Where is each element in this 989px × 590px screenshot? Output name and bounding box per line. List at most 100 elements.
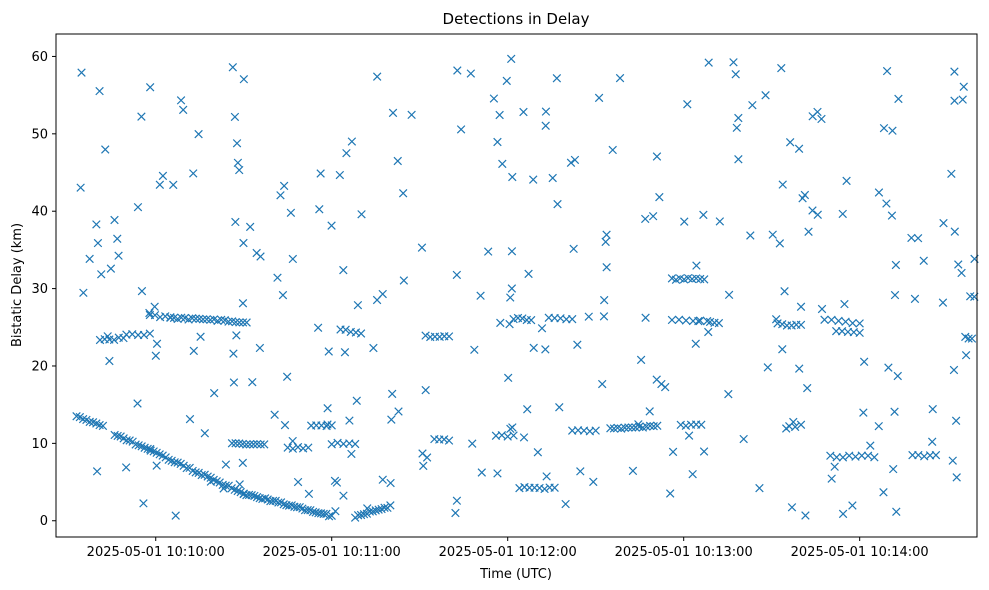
data-point [555,403,564,412]
data-point [276,191,285,200]
data-point [114,251,123,260]
data-point [827,315,836,325]
data-point [608,145,617,155]
plot-frame [55,33,978,538]
data-point [668,447,678,457]
data-point [319,509,328,519]
data-point [507,247,517,256]
data-point [507,284,517,293]
data-point [324,512,334,521]
data-point [794,144,804,153]
data-point [105,356,114,366]
data-point [372,72,382,81]
data-point [964,334,973,343]
data-point [280,420,290,430]
data-point [121,463,131,472]
data-point [393,156,402,166]
data-point [848,318,857,328]
data-point [353,300,363,310]
data-point [652,375,661,384]
data-point [347,137,357,146]
data-point [524,269,533,279]
data-point [599,295,609,305]
data-point [137,286,147,296]
data-point [648,211,658,221]
data-point [641,214,650,224]
data-point [888,464,898,474]
y-tick-label: 50 [31,127,48,142]
data-point [417,243,427,252]
data-point [282,372,292,382]
data-point [238,458,248,468]
data-point [778,180,787,189]
data-point [106,264,116,273]
data-point [636,355,646,365]
data-point [78,414,88,424]
y-tick-label: 10 [31,437,48,452]
data-point [832,452,841,462]
data-point [97,270,106,279]
data-point [109,335,119,345]
data-point [260,440,269,449]
data-point [910,294,920,304]
data-point [206,477,216,486]
data-point [295,502,304,512]
data-point [470,345,479,355]
data-point [351,328,361,337]
data-point [950,67,959,76]
data-point [288,444,298,453]
data-point [645,407,654,416]
data-point [954,260,963,269]
data-point [191,314,201,323]
data-point [288,436,297,446]
data-point [540,484,549,494]
data-point [232,331,241,340]
data-point [152,339,162,348]
data-point [200,429,210,438]
data-point [699,447,709,456]
data-point [452,496,462,505]
data-point [838,453,848,462]
data-point [242,318,251,327]
data-point [739,434,748,444]
data-point [887,211,897,220]
data-point [171,511,180,520]
data-point [680,217,689,226]
data-point [198,315,208,324]
data-point [841,317,850,326]
data-point [85,254,94,264]
data-point [503,373,513,383]
data-point [131,440,140,449]
data-point [242,440,251,449]
data-point [949,365,959,375]
data-point [231,217,240,227]
data-point [584,312,593,321]
data-point [341,325,350,334]
data-point [137,112,146,121]
data-point [541,107,551,116]
data-point [356,329,366,338]
y-axis: 0 10 20 30 40 50 60 [31,50,56,529]
data-point [444,436,454,445]
data-point [523,405,532,414]
data-point [848,501,857,510]
data-point [239,489,248,498]
data-point [859,357,869,366]
data-point [950,227,960,236]
data-point [270,410,279,419]
data-point [652,152,662,161]
data-point [800,190,810,200]
y-tick-label: 40 [31,205,48,220]
data-point [476,291,485,300]
data-point [939,218,948,228]
data-point [150,302,159,311]
x-tick-label: 2025-05-01 10:12:00 [439,545,577,560]
data-point [231,439,240,448]
data-point [948,456,957,465]
data-point [817,114,826,124]
data-point [233,158,243,168]
data-point [133,202,143,212]
data-point [235,318,244,327]
data-point [952,473,961,482]
